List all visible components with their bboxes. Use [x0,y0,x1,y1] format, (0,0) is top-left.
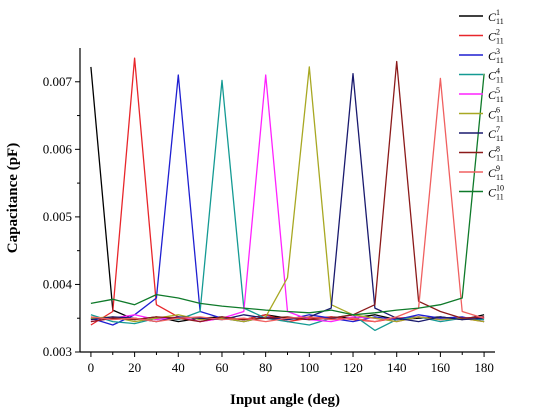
series-line-5 [90,74,485,323]
legend-entry-3: C3 11 [459,47,504,65]
y-tick-label: 0.006 [43,141,73,156]
y-tick-label: 0.007 [43,74,73,89]
legend-entry-9: C9 11 [459,164,504,182]
legend-label: C9 11 [488,164,504,182]
x-tick-label: 40 [172,360,185,375]
legend-label: C6 11 [488,106,504,124]
legend-entry-4: C4 11 [459,67,504,85]
legend-entry-7: C7 11 [459,125,504,143]
y-tick-label: 0.004 [43,276,73,291]
legend-entry-6: C6 11 [459,106,504,124]
axes: 0 20 40 60 80 100 120 140 160 180 0.003 0.004 0.005 0… [43,48,495,375]
series-line-6 [90,66,485,323]
legend-label: C1 11 [488,8,504,26]
x-tick-label: 100 [300,360,320,375]
series-line-4 [90,79,485,332]
series-line-10 [90,73,485,316]
series-line-9 [90,77,485,323]
x-tick-label: 180 [474,360,494,375]
series-line-3 [90,74,485,326]
legend-label: C8 11 [488,145,504,163]
x-tick-label: 160 [431,360,451,375]
y-axis-label: Capacitance (pF) [5,143,21,253]
legend-label: C7 11 [488,125,504,143]
x-tick-label: 140 [387,360,407,375]
legend-label: C10 11 [488,184,504,202]
legend-entry-2: C2 11 [459,28,504,46]
x-tick-label: 20 [128,360,141,375]
x-axis-label: Input angle (deg) [230,392,340,408]
series-line-2 [90,57,485,326]
series-line-8 [90,60,485,323]
x-tick-label: 60 [215,360,228,375]
legend-entry-5: C5 11 [459,86,504,104]
legend-label: C4 11 [488,67,504,85]
x-tick-label: 0 [88,360,95,375]
legend-label: C5 11 [488,86,504,104]
legend-label: C3 11 [488,47,504,65]
legend-entry-10: C10 11 [459,184,504,202]
plot-area [90,57,485,332]
y-tick-label: 0.005 [43,209,72,224]
x-tick-label: 80 [259,360,272,375]
series-line-1 [90,66,485,323]
x-tick-label: 120 [343,360,363,375]
y-tick-label: 0.003 [43,344,72,359]
series-line-7 [90,73,485,323]
legend-entry-1: C1 11 [459,8,504,26]
legend-label: C2 11 [488,28,504,46]
legend-entry-8: C8 11 [459,145,504,163]
